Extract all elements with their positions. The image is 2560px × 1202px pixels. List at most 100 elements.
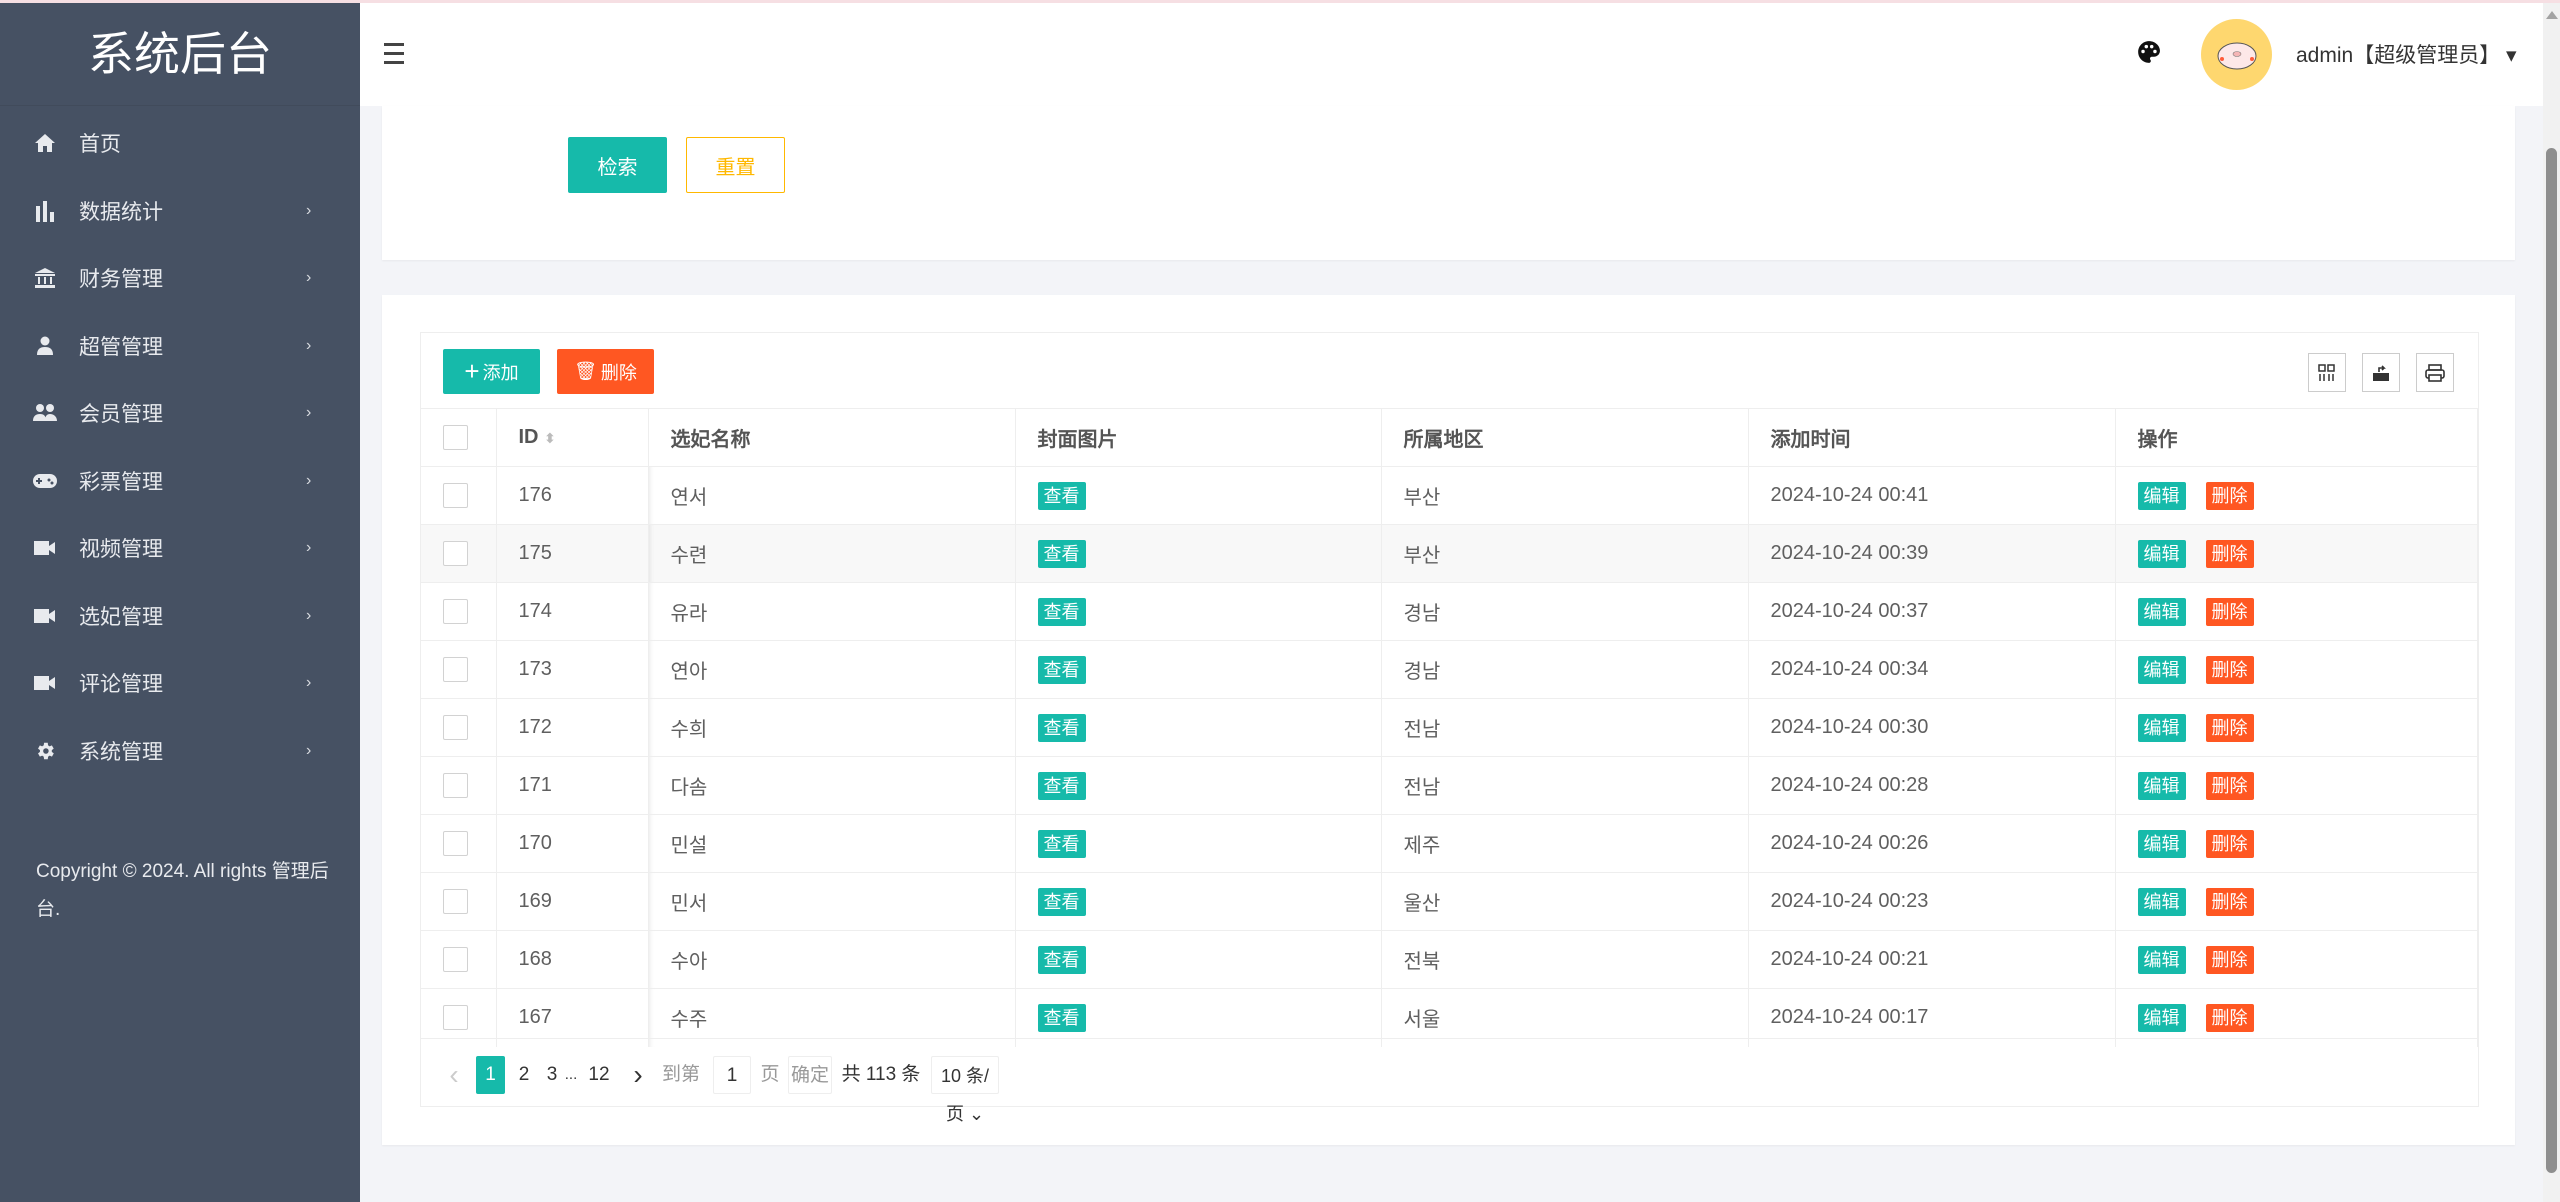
delete-button[interactable]: 删除 bbox=[2205, 771, 2254, 800]
user-icon bbox=[32, 333, 58, 359]
edit-button[interactable]: 编辑 bbox=[2137, 481, 2186, 510]
bar-chart-icon bbox=[32, 198, 58, 224]
delete-button[interactable]: 删除 bbox=[2205, 655, 2254, 684]
palette-icon[interactable] bbox=[2136, 39, 2162, 70]
delete-button[interactable]: 删除 bbox=[2205, 597, 2254, 626]
sidebar-item-3[interactable]: 超管管理 › bbox=[0, 316, 360, 376]
sidebar-item-label: 首页 bbox=[79, 133, 121, 156]
row-checkbox[interactable] bbox=[443, 715, 468, 740]
row-checkbox[interactable] bbox=[443, 889, 468, 914]
view-cover-button[interactable]: 查看 bbox=[1037, 829, 1086, 858]
batch-delete-button[interactable]: 🗑 删除 bbox=[557, 349, 654, 394]
delete-button[interactable]: 删除 bbox=[2205, 481, 2254, 510]
table-row: 176 연서 查看 부산 2024-10-24 00:41 编辑 删除 bbox=[421, 466, 2478, 525]
page-2-button[interactable]: 2 bbox=[518, 1064, 530, 1085]
row-checkbox[interactable] bbox=[443, 947, 468, 972]
row-checkbox[interactable] bbox=[443, 657, 468, 682]
chevron-right-icon: › bbox=[306, 674, 312, 691]
sidebar-item-2[interactable]: 财务管理 › bbox=[0, 248, 360, 308]
view-cover-button[interactable]: 查看 bbox=[1037, 655, 1086, 684]
scroll-up-arrow-icon[interactable] bbox=[2546, 11, 2558, 19]
edit-button[interactable]: 编辑 bbox=[2137, 1003, 2186, 1032]
row-checkbox[interactable] bbox=[443, 831, 468, 856]
sidebar-item-4[interactable]: 会员管理 › bbox=[0, 383, 360, 443]
sidebar-item-7[interactable]: 选妃管理 › bbox=[0, 586, 360, 646]
view-cover-button[interactable]: 查看 bbox=[1037, 1003, 1086, 1032]
sidebar: 系统后台 首页 数据统计 › 财务管理 › 超管管理 › 会员管理 › 彩票管理 › 视频管理 › 选妃管… bbox=[0, 3, 360, 1202]
delete-button[interactable]: 删除 bbox=[2205, 887, 2254, 916]
prev-page-button[interactable]: ‹ bbox=[449, 1059, 459, 1090]
page-1-button[interactable]: 1 bbox=[476, 1056, 505, 1094]
next-page-button[interactable]: › bbox=[633, 1059, 643, 1090]
data-table-container: + 添加 🗑 删除 ID ⬍ 选妃名称 封面图片 所属地区 添加时间 操作 176 연… bbox=[420, 332, 2479, 1124]
search-panel: 检索 重置 bbox=[382, 106, 2515, 260]
delete-button[interactable]: 删除 bbox=[2205, 1003, 2254, 1032]
sort-icon[interactable]: ⬍ bbox=[544, 430, 556, 446]
cell-time: 2024-10-24 00:30 bbox=[1748, 698, 2116, 757]
table-panel: + 添加 🗑 删除 ID ⬍ 选妃名称 封面图片 所属地区 添加时间 操作 176 연… bbox=[382, 295, 2515, 1145]
sidebar-item-9[interactable]: 系统管理 › bbox=[0, 721, 360, 781]
row-checkbox[interactable] bbox=[443, 773, 468, 798]
sidebar-item-label: 彩票管理 bbox=[79, 470, 163, 494]
page-size-select[interactable]: 10 条/页 ⌄ bbox=[931, 1056, 999, 1124]
user-menu[interactable]: admin【超级管理员】 ▾ bbox=[2296, 39, 2517, 69]
edit-button[interactable]: 编辑 bbox=[2137, 887, 2186, 916]
page-3-button[interactable]: 3 bbox=[546, 1064, 558, 1085]
view-cover-button[interactable]: 查看 bbox=[1037, 713, 1086, 742]
view-cover-button[interactable]: 查看 bbox=[1037, 771, 1086, 800]
edit-button[interactable]: 编辑 bbox=[2137, 945, 2186, 974]
cell-id: 171 bbox=[496, 756, 649, 815]
sidebar-item-0[interactable]: 首页 bbox=[0, 113, 360, 173]
edit-button[interactable]: 编辑 bbox=[2137, 539, 2186, 568]
delete-button[interactable]: 删除 bbox=[2205, 829, 2254, 858]
cell-id: 169 bbox=[496, 872, 649, 931]
goto-page-input[interactable]: 1 bbox=[713, 1056, 751, 1094]
add-button[interactable]: + 添加 bbox=[443, 349, 540, 394]
delete-button[interactable]: 删除 bbox=[2205, 539, 2254, 568]
reset-button[interactable]: 重置 bbox=[686, 137, 785, 193]
sidebar-item-label: 系统管理 bbox=[79, 740, 163, 764]
sidebar-item-1[interactable]: 数据统计 › bbox=[0, 181, 360, 241]
row-checkbox[interactable] bbox=[443, 541, 468, 566]
view-cover-button[interactable]: 查看 bbox=[1037, 481, 1086, 510]
cell-id: 168 bbox=[496, 930, 649, 989]
copyright: Copyright © 2024. All rights 管理后台. bbox=[36, 861, 329, 920]
scrollbar-thumb[interactable] bbox=[2546, 148, 2557, 1173]
sidebar-item-6[interactable]: 视频管理 › bbox=[0, 518, 360, 578]
edit-button[interactable]: 编辑 bbox=[2137, 771, 2186, 800]
search-button[interactable]: 检索 bbox=[568, 137, 667, 193]
columns-filter-icon[interactable] bbox=[2308, 353, 2346, 392]
gamepad-icon bbox=[32, 468, 58, 494]
view-cover-button[interactable]: 查看 bbox=[1037, 887, 1086, 916]
cell-id: 172 bbox=[496, 698, 649, 757]
print-icon[interactable] bbox=[2416, 353, 2454, 392]
row-checkbox[interactable] bbox=[443, 1005, 468, 1031]
sidebar-item-5[interactable]: 彩票管理 › bbox=[0, 451, 360, 511]
cell-id: 175 bbox=[496, 524, 649, 583]
menu-toggle-icon[interactable] bbox=[384, 43, 404, 65]
row-checkbox[interactable] bbox=[443, 483, 468, 508]
select-all-checkbox[interactable] bbox=[443, 425, 468, 450]
column-header-id[interactable]: ID ⬍ bbox=[496, 408, 649, 467]
avatar[interactable] bbox=[2201, 19, 2272, 90]
view-cover-button[interactable]: 查看 bbox=[1037, 597, 1086, 626]
edit-button[interactable]: 编辑 bbox=[2137, 829, 2186, 858]
edit-button[interactable]: 编辑 bbox=[2137, 655, 2186, 684]
cell-time: 2024-10-24 00:39 bbox=[1748, 524, 2116, 583]
view-cover-button[interactable]: 查看 bbox=[1037, 945, 1086, 974]
page-12-button[interactable]: 12 bbox=[588, 1064, 610, 1085]
delete-button[interactable]: 删除 bbox=[2205, 945, 2254, 974]
goto-confirm-button[interactable]: 确定 bbox=[788, 1056, 832, 1094]
export-icon[interactable] bbox=[2362, 353, 2400, 392]
delete-button[interactable]: 删除 bbox=[2205, 713, 2254, 742]
total-count: 共 113 条 bbox=[841, 1064, 921, 1085]
column-header-cover: 封面图片 bbox=[1015, 408, 1382, 467]
gear-icon bbox=[32, 738, 58, 764]
view-cover-button[interactable]: 查看 bbox=[1037, 539, 1086, 568]
row-checkbox[interactable] bbox=[443, 599, 468, 624]
edit-button[interactable]: 编辑 bbox=[2137, 597, 2186, 626]
scrollbar[interactable] bbox=[2543, 3, 2560, 1202]
edit-button[interactable]: 编辑 bbox=[2137, 713, 2186, 742]
sidebar-item-8[interactable]: 评论管理 › bbox=[0, 653, 360, 713]
cell-region: 전북 bbox=[1381, 930, 1749, 989]
